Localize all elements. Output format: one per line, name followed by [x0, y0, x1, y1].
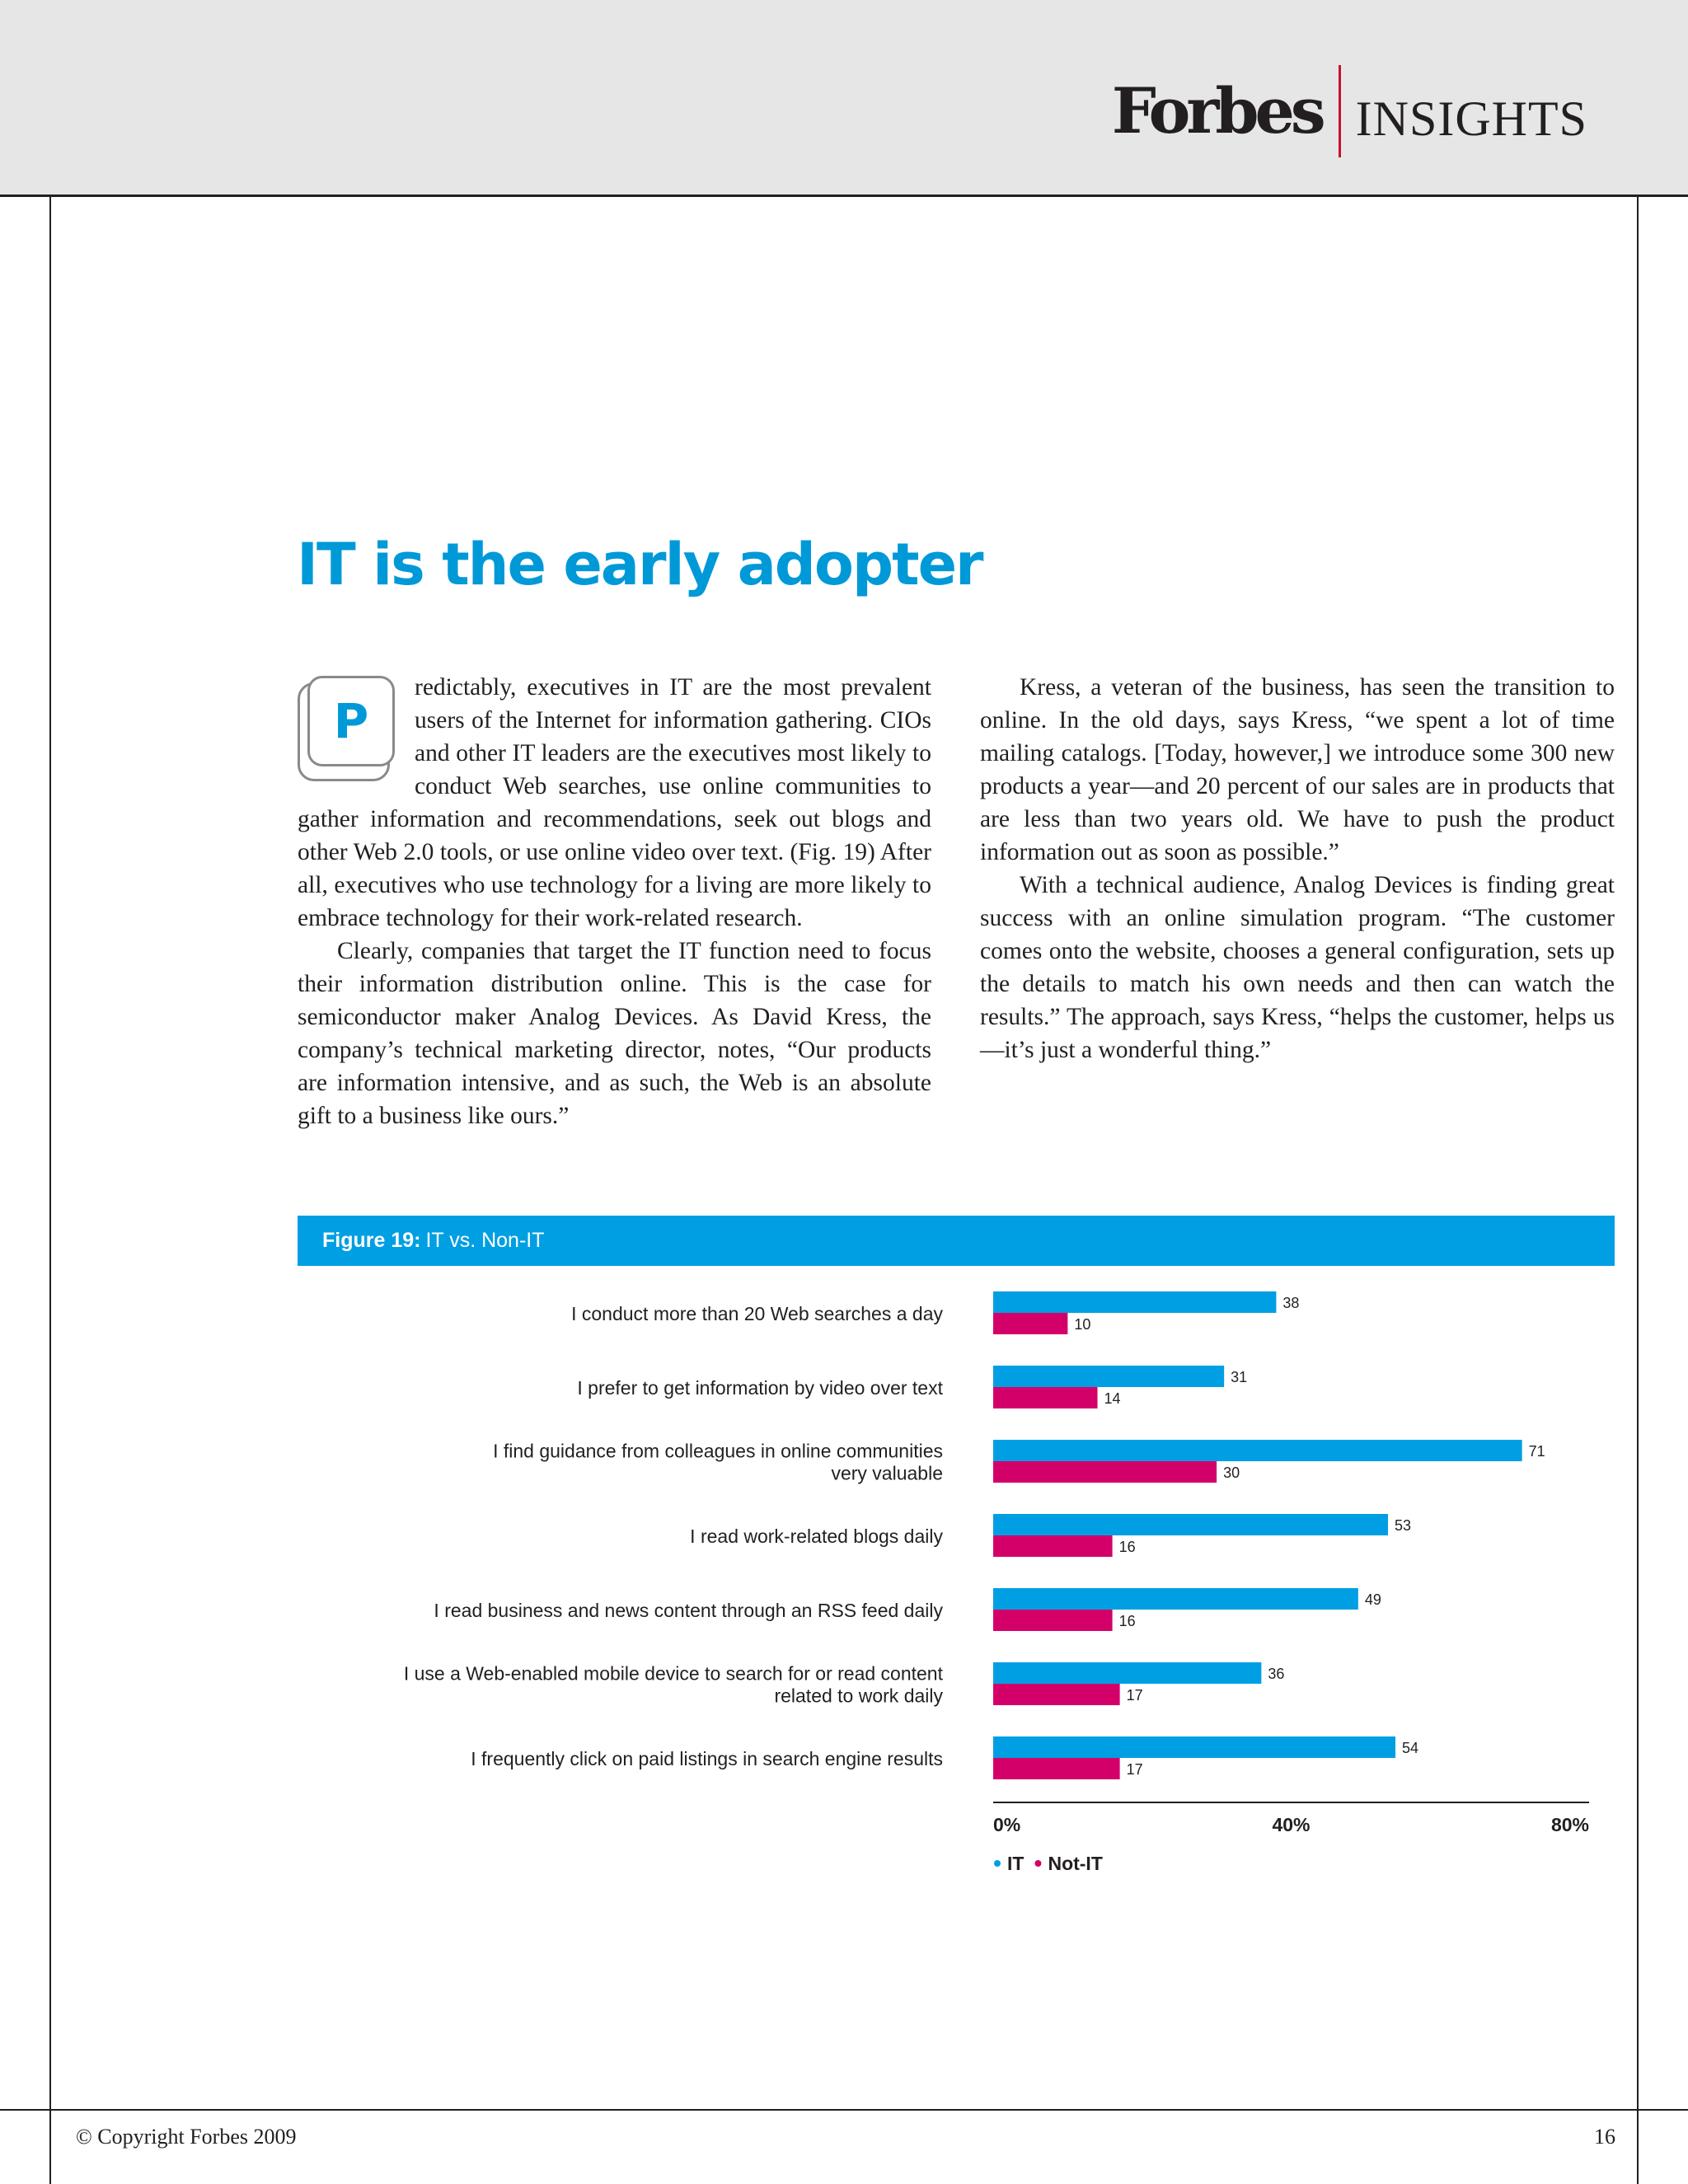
body-paragraph: With a technical audience, Analog Device…	[980, 872, 1615, 1063]
category-label: very valuable	[831, 1463, 943, 1484]
bar-not-it	[993, 1387, 1098, 1408]
bar-it	[993, 1291, 1277, 1313]
dropcap: P	[298, 676, 400, 785]
value-label: 49	[1365, 1591, 1381, 1608]
bar-not-it	[993, 1313, 1068, 1334]
frame-right-rule	[1637, 197, 1639, 2184]
dropcap-frame-front: P	[307, 676, 395, 766]
tick-label: 0%	[993, 1814, 1020, 1835]
value-label: 30	[1223, 1465, 1240, 1481]
figure-header: Figure 19: IT vs. Non-IT	[298, 1216, 1615, 1266]
body-paragraph: Kress, a veteran of the business, has se…	[980, 674, 1615, 865]
bar-not-it	[993, 1684, 1120, 1705]
category-label: I use a Web-enabled mobile device to sea…	[404, 1663, 944, 1685]
legend-dot-not-it	[1034, 1860, 1042, 1867]
bar-not-it	[993, 1535, 1113, 1557]
value-label: 14	[1104, 1390, 1121, 1407]
category-label: I conduct more than 20 Web searches a da…	[571, 1303, 943, 1324]
category-label: I frequently click on paid listings in s…	[471, 1748, 943, 1769]
value-label: 54	[1402, 1740, 1418, 1756]
category-label: I read business and news content through…	[434, 1600, 943, 1621]
bar-not-it	[993, 1758, 1120, 1779]
value-label: 10	[1074, 1316, 1090, 1333]
value-label: 31	[1231, 1369, 1247, 1385]
value-label: 16	[1119, 1539, 1136, 1555]
frame-left-rule	[49, 197, 51, 2184]
body-column-right: Kress, a veteran of the business, has se…	[980, 671, 1615, 1066]
copyright: © Copyright Forbes 2009	[76, 2125, 297, 2149]
page-number: 16	[1594, 2125, 1615, 2149]
bar-it	[993, 1440, 1522, 1461]
page-header: Forbes INSIGHTS	[0, 0, 1688, 197]
forbes-insights-logo: Forbes INSIGHTS	[1111, 65, 1587, 157]
brand-insights: INSIGHTS	[1355, 91, 1587, 146]
value-label: 36	[1268, 1666, 1284, 1682]
legend-dot-it	[994, 1860, 1001, 1867]
value-label: 53	[1395, 1517, 1411, 1534]
footer-rule	[0, 2109, 1688, 2111]
category-label: I find guidance from colleagues in onlin…	[493, 1441, 943, 1462]
legend-label: Not-IT	[1048, 1853, 1102, 1874]
figure-title: IT vs. Non-IT	[425, 1229, 545, 1252]
value-label: 17	[1127, 1687, 1143, 1704]
category-label: I read work-related blogs daily	[690, 1526, 943, 1547]
tick-label: 80%	[1551, 1814, 1589, 1835]
bar-it	[993, 1662, 1262, 1684]
legend-label: IT	[1007, 1853, 1024, 1874]
bar-it	[993, 1514, 1388, 1535]
tick-label: 40%	[1272, 1814, 1310, 1835]
page-title: IT is the early adopter	[297, 531, 984, 598]
category-label: I prefer to get information by video ove…	[577, 1377, 943, 1399]
bar-not-it	[993, 1461, 1217, 1483]
value-label: 71	[1529, 1443, 1545, 1460]
body-paragraph: Clearly, companies that target the IT fu…	[298, 938, 931, 1129]
bar-not-it	[993, 1610, 1113, 1631]
value-label: 17	[1127, 1761, 1143, 1778]
bar-it	[993, 1736, 1396, 1758]
body-paragraph-text: redictably, executives in IT are the mos…	[298, 674, 931, 931]
figure-label: Figure 19:	[322, 1229, 421, 1252]
bar-it	[993, 1366, 1225, 1387]
brand-divider	[1338, 65, 1341, 157]
bar-it	[993, 1588, 1358, 1610]
value-label: 38	[1282, 1295, 1299, 1311]
dropcap-letter: P	[333, 693, 369, 749]
value-label: 16	[1119, 1613, 1136, 1629]
category-label: related to work daily	[774, 1685, 943, 1707]
brand-forbes: Forbes	[1111, 74, 1326, 148]
